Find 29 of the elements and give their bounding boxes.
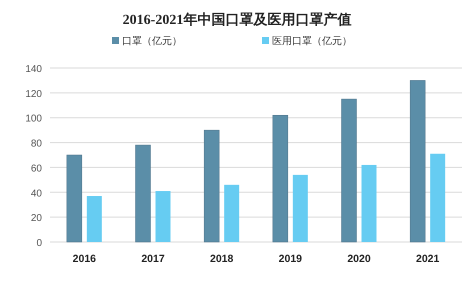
y-tick-label: 20: [30, 213, 42, 224]
x-tick-label: 2021: [416, 253, 440, 265]
x-tick-label: 2018: [210, 253, 234, 265]
x-tick-label: 2019: [278, 253, 302, 265]
bar: [224, 184, 240, 242]
y-tick-label: 0: [36, 238, 42, 249]
bar: [66, 154, 82, 242]
bar: [341, 98, 357, 242]
legend-label: 医用口罩（亿元）: [272, 35, 352, 47]
bar: [204, 130, 220, 242]
chart-title: 2016-2021年中国口罩及医用口罩产值: [122, 11, 352, 28]
y-tick-label: 80: [30, 138, 42, 150]
y-tick-label: 60: [30, 163, 42, 174]
bar: [272, 114, 288, 242]
y-tick-label: 120: [25, 88, 42, 100]
bar: [292, 174, 308, 242]
bar: [135, 144, 151, 242]
bar: [156, 191, 170, 242]
bar: [362, 164, 376, 242]
legend-label: 口罩（亿元）: [122, 35, 182, 47]
y-tick-label: 100: [25, 114, 42, 125]
y-tick-label: 40: [30, 188, 42, 200]
bar: [430, 154, 446, 242]
x-tick-label: 2017: [141, 253, 165, 265]
y-tick-label: 140: [25, 64, 42, 75]
bar: [410, 80, 426, 242]
x-tick-label: 2016: [72, 253, 96, 265]
x-tick-label: 2020: [347, 253, 371, 265]
bar: [86, 196, 102, 242]
